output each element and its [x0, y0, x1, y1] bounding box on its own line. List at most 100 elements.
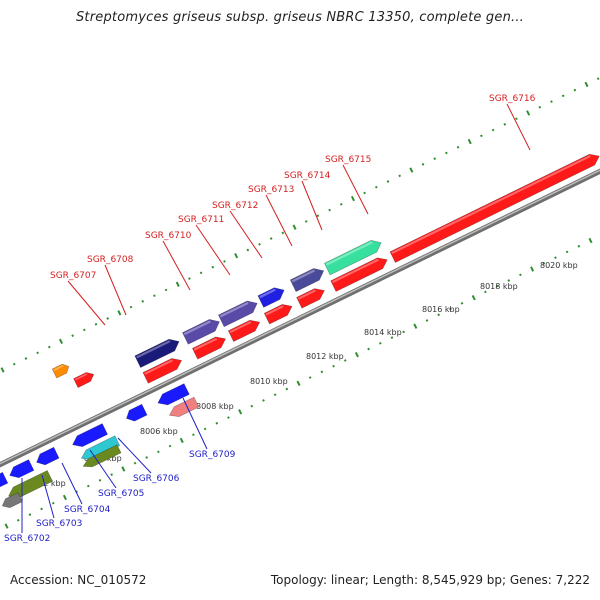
reverse-gene-body — [36, 446, 60, 466]
forward-gene-upper — [257, 287, 285, 308]
upper-tick-track — [0, 77, 600, 373]
forward-gene-shine — [193, 337, 218, 351]
gene-label: SGR_6716 — [489, 94, 536, 104]
tick-mark — [215, 421, 219, 425]
forward-gene-upper — [324, 240, 382, 276]
tick-mark — [175, 281, 180, 287]
tick-mark — [316, 214, 320, 218]
tick-mark — [561, 94, 565, 98]
tick-mark — [588, 237, 593, 244]
tick-mark — [211, 265, 215, 269]
tick-mark — [223, 260, 226, 263]
forward-gene — [389, 153, 600, 263]
tick-mark — [40, 507, 43, 511]
leader-line — [195, 224, 231, 276]
tick-mark — [51, 501, 55, 505]
tick-mark — [258, 242, 261, 246]
tick-mark — [471, 294, 476, 301]
forward-gene-upper — [182, 319, 220, 345]
forward-gene-labels: SGR_6707 SGR_6708 SGR_6710 SGR_6711 SGR_6712… — [50, 94, 536, 326]
tick-mark — [203, 427, 207, 431]
gene-label: SGR_6710 — [145, 231, 192, 241]
backbone-highlight — [0, 169, 600, 465]
gene-label: SGR_6702 — [4, 534, 50, 544]
tick-mark — [519, 273, 522, 277]
tick-mark — [157, 450, 160, 454]
tick-mark — [24, 357, 28, 360]
leader-line — [61, 462, 83, 505]
forward-gene — [142, 358, 183, 384]
forward-gene — [227, 319, 261, 342]
forward-gene-upper — [218, 300, 258, 328]
tick-mark — [554, 256, 557, 260]
tick-mark — [596, 77, 600, 81]
tick-mark — [480, 134, 483, 138]
forward-gene-upper-shine — [259, 288, 276, 299]
gene-label: SGR_6712 — [212, 201, 258, 211]
tick-mark — [246, 248, 250, 252]
tick-mark — [374, 185, 378, 189]
tick-mark — [398, 174, 401, 178]
tick-mark — [437, 313, 441, 317]
reverse-gene — [168, 396, 200, 417]
tick-mark — [285, 387, 289, 391]
leader-line — [182, 397, 208, 450]
tick-mark — [378, 341, 382, 345]
reverse-gene — [72, 423, 108, 447]
tick-mark — [192, 433, 195, 437]
tick-mark — [47, 345, 51, 349]
lower-tick-track — [4, 237, 593, 529]
tick-mark — [16, 518, 20, 522]
tick-mark — [179, 437, 184, 444]
tick-mark — [121, 466, 126, 472]
scale-label: 8020 kbp — [540, 261, 578, 270]
forward-gene-upper-body — [51, 363, 70, 379]
leader-line — [342, 164, 369, 215]
tick-mark — [456, 145, 460, 149]
gene-label: SGR_6708 — [87, 255, 134, 265]
tick-mark — [58, 338, 63, 345]
tick-mark — [106, 317, 110, 320]
scale-label: 8008 kbp — [196, 402, 234, 411]
tick-mark — [4, 523, 9, 529]
tick-mark — [36, 351, 39, 355]
tick-mark — [328, 208, 331, 212]
forward-gene-upper-body — [134, 338, 180, 368]
tick-mark — [421, 163, 425, 166]
gene-label: SGR_6707 — [50, 271, 96, 281]
forward-gene-upper-body — [182, 319, 220, 345]
reverse-gene-body — [126, 403, 148, 422]
tick-mark — [296, 380, 301, 386]
forward-gene-body — [73, 372, 95, 388]
forward-gene-shine — [297, 289, 316, 300]
forward-gene-body — [389, 153, 600, 263]
tick-mark — [339, 202, 343, 206]
tick-mark — [199, 271, 203, 275]
leader-line — [229, 210, 263, 259]
forward-gene-upper-shine — [219, 301, 249, 318]
reverse-gene-labels: SGR_6702 SGR_6703 SGR_6704 SGR_6705 SGR_6706… — [4, 397, 236, 544]
tick-mark — [82, 328, 86, 332]
tick-mark — [467, 138, 472, 145]
gene-label: SGR_6715 — [325, 155, 371, 165]
forward-gene-shine — [229, 321, 252, 334]
leader-line — [104, 264, 127, 316]
gene-label: SGR_6706 — [133, 474, 180, 484]
tick-mark — [354, 352, 359, 358]
forward-gene — [263, 304, 293, 325]
gene-label: SGR_6711 — [178, 215, 224, 225]
gene-label: SGR_6709 — [189, 450, 236, 460]
leader-line — [41, 474, 55, 519]
forward-gene-upper — [51, 363, 70, 379]
tick-mark — [402, 330, 405, 334]
tick-mark — [332, 364, 335, 368]
scale-label: 8010 kbp — [250, 377, 288, 386]
forward-gene-shine — [74, 373, 88, 381]
tick-mark — [292, 224, 297, 230]
tick-mark — [129, 305, 133, 309]
forward-gene-body — [142, 358, 183, 384]
reverse-gene — [82, 444, 122, 468]
tick-mark — [460, 302, 464, 305]
tick-mark — [71, 334, 74, 337]
forward-gene-upper-shine — [325, 241, 373, 266]
